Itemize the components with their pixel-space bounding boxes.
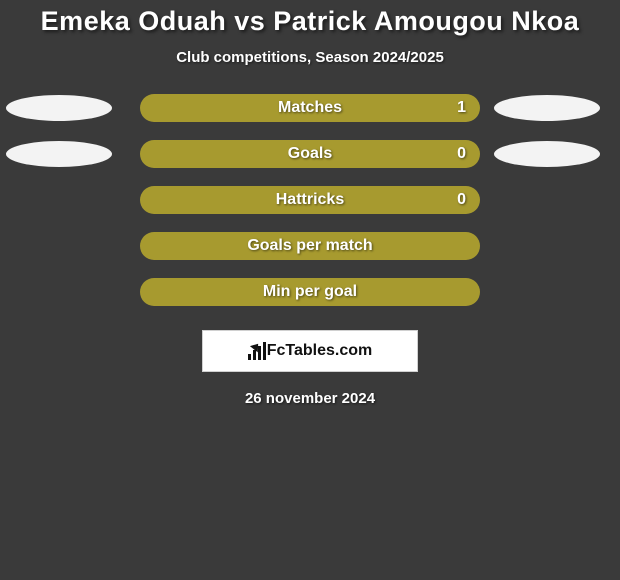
stat-bar: Hattricks 0 bbox=[140, 186, 480, 214]
stat-bar: Matches 1 bbox=[140, 94, 480, 122]
left-ellipse bbox=[6, 141, 112, 167]
stat-row: Hattricks 0 bbox=[0, 186, 620, 214]
stat-rows: Matches 1 Goals 0 Hattricks 0 Goals per … bbox=[0, 94, 620, 306]
right-ellipse bbox=[494, 141, 600, 167]
stat-label: Hattricks bbox=[140, 191, 480, 209]
stat-label: Goals bbox=[140, 145, 480, 163]
stat-row: Min per goal bbox=[0, 278, 620, 306]
stat-row: Matches 1 bbox=[0, 94, 620, 122]
stat-bar: Goals per match bbox=[140, 232, 480, 260]
bars-chart-icon bbox=[248, 342, 261, 360]
stat-value: 0 bbox=[457, 145, 466, 163]
subtitle: Club competitions, Season 2024/2025 bbox=[0, 49, 620, 66]
stat-bar: Goals 0 bbox=[140, 140, 480, 168]
stat-label: Min per goal bbox=[140, 283, 480, 301]
stat-row: Goals per match bbox=[0, 232, 620, 260]
right-ellipse bbox=[494, 95, 600, 121]
stat-label: Matches bbox=[140, 99, 480, 117]
stat-value: 0 bbox=[457, 191, 466, 209]
stat-value: 1 bbox=[457, 99, 466, 117]
stat-label: Goals per match bbox=[140, 237, 480, 255]
left-ellipse bbox=[6, 95, 112, 121]
page-title: Emeka Oduah vs Patrick Amougou Nkoa bbox=[0, 0, 620, 37]
stat-row: Goals 0 bbox=[0, 140, 620, 168]
source-badge: FcTables.com bbox=[202, 330, 418, 372]
source-badge-text: FcTables.com bbox=[267, 342, 373, 360]
stat-bar: Min per goal bbox=[140, 278, 480, 306]
date-text: 26 november 2024 bbox=[0, 390, 620, 407]
